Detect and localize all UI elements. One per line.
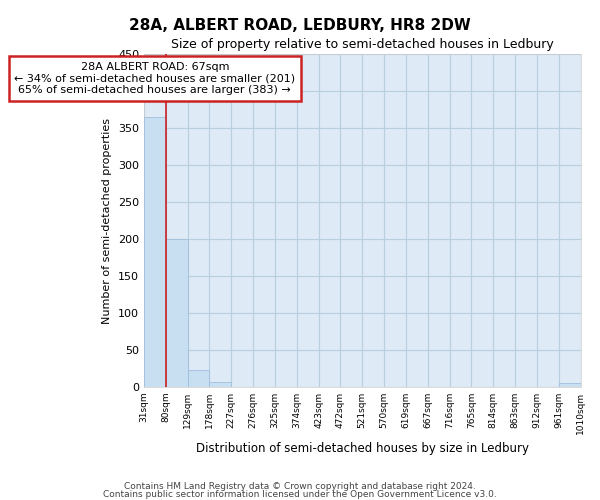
Bar xyxy=(209,382,231,386)
Bar xyxy=(144,117,166,386)
Text: Contains HM Land Registry data © Crown copyright and database right 2024.: Contains HM Land Registry data © Crown c… xyxy=(124,482,476,491)
Text: 28A, ALBERT ROAD, LEDBURY, HR8 2DW: 28A, ALBERT ROAD, LEDBURY, HR8 2DW xyxy=(129,18,471,32)
Bar xyxy=(166,239,188,386)
Text: Contains public sector information licensed under the Open Government Licence v3: Contains public sector information licen… xyxy=(103,490,497,499)
Y-axis label: Number of semi-detached properties: Number of semi-detached properties xyxy=(103,118,112,324)
Title: Size of property relative to semi-detached houses in Ledbury: Size of property relative to semi-detach… xyxy=(171,38,554,51)
X-axis label: Distribution of semi-detached houses by size in Ledbury: Distribution of semi-detached houses by … xyxy=(196,442,529,455)
Bar xyxy=(188,370,209,386)
Text: 28A ALBERT ROAD: 67sqm
← 34% of semi-detached houses are smaller (201)
65% of se: 28A ALBERT ROAD: 67sqm ← 34% of semi-det… xyxy=(14,62,295,95)
Bar xyxy=(559,383,581,386)
